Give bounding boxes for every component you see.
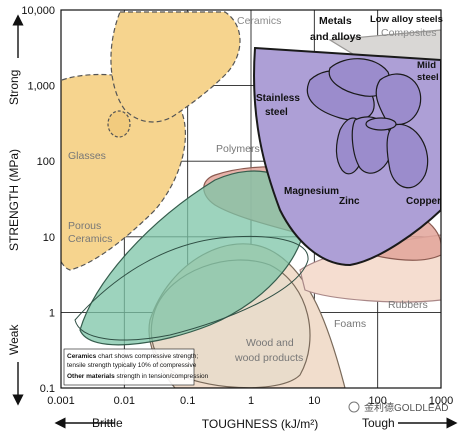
- label-mild: Mild: [417, 60, 436, 71]
- region-labels: Ceramics Glasses Porous Ceramics Polymer…: [68, 14, 443, 364]
- note-line-2: tensile strength typically 10% of compre…: [67, 362, 197, 369]
- label-wood-and: Wood and: [246, 337, 294, 349]
- watermark: 金利德GOLDLEAD: [348, 401, 448, 414]
- label-glasses: Glasses: [68, 150, 106, 162]
- label-wood-products: wood products: [234, 352, 303, 364]
- x-tick-label-0: 0.001: [47, 395, 75, 407]
- region-porous-ceramics: [61, 73, 186, 271]
- y-tick-label-2: 10: [43, 232, 55, 244]
- watermark-logo-icon: [348, 401, 360, 413]
- note-line-1: Ceramics chart shows compressive strengt…: [67, 353, 198, 360]
- label-rubbers: Rubbers: [388, 299, 428, 311]
- material-regions: [61, 11, 441, 388]
- region-glasses: [107, 110, 131, 138]
- label-porous-ceramics: Ceramics: [68, 233, 112, 245]
- note-box: Ceramics chart shows compressive strengt…: [63, 348, 209, 386]
- region-ceramics: [110, 11, 241, 123]
- x-tick-label-5: 100: [368, 395, 386, 407]
- label-metals: Metals: [319, 15, 352, 27]
- label-stainless: Stainless: [256, 93, 300, 104]
- y-label-weak: Weak: [7, 324, 21, 355]
- x-label-tough: Tough: [362, 416, 395, 430]
- metal-subclasses: [306, 58, 429, 189]
- y-tick-label-3: 100: [37, 156, 55, 168]
- y-tick-labels: 0.1 1 10 100 1,000 10,000: [21, 5, 55, 395]
- label-polymers: Polymers: [216, 143, 260, 155]
- note-line-3: Other materials strength in tension/comp…: [67, 373, 209, 380]
- label-foams: Foams: [334, 318, 366, 330]
- x-tick-labels: 0.001 0.01 0.1 1 10 100 1000: [47, 395, 453, 407]
- label-ceramics: Ceramics: [237, 15, 281, 27]
- label-stainless-steel: steel: [265, 107, 288, 118]
- x-axis-title: TOUGHNESS (kJ/m²): [202, 417, 318, 431]
- y-label-strong: Strong: [7, 70, 21, 105]
- watermark-text: 金利德GOLDLEAD: [364, 401, 448, 414]
- x-tick-label-1: 0.01: [114, 395, 135, 407]
- y-tick-label-0: 0.1: [40, 383, 55, 395]
- x-tick-label-4: 10: [308, 395, 320, 407]
- label-magnesium: Magnesium: [284, 186, 339, 197]
- y-tick-label-5: 10,000: [21, 5, 55, 17]
- label-porous: Porous: [68, 220, 101, 232]
- x-label-brittle: Brittle: [92, 416, 123, 430]
- label-mild-steel: steel: [417, 72, 439, 83]
- region-core: [365, 117, 397, 131]
- region-wood-inner: [74, 235, 309, 341]
- label-composites: Composites: [381, 27, 436, 39]
- x-tick-label-3: 1: [248, 395, 254, 407]
- label-zinc: Zinc: [339, 196, 360, 207]
- region-copper: [386, 123, 429, 189]
- y-tick-label-4: 1,000: [27, 81, 55, 93]
- x-tick-label-2: 0.1: [180, 395, 195, 407]
- x-tick-label-6: 1000: [429, 395, 453, 407]
- y-tick-label-1: 1: [49, 307, 55, 319]
- label-low-alloy-steels: Low alloy steels: [370, 14, 443, 25]
- region-mild-steel: [375, 73, 422, 126]
- plot-frame: [60, 9, 442, 389]
- y-axis-title: STRENGTH (MPa): [7, 149, 21, 251]
- label-copper: Copper: [406, 196, 441, 207]
- label-metals-and-alloys: and alloys: [310, 31, 362, 43]
